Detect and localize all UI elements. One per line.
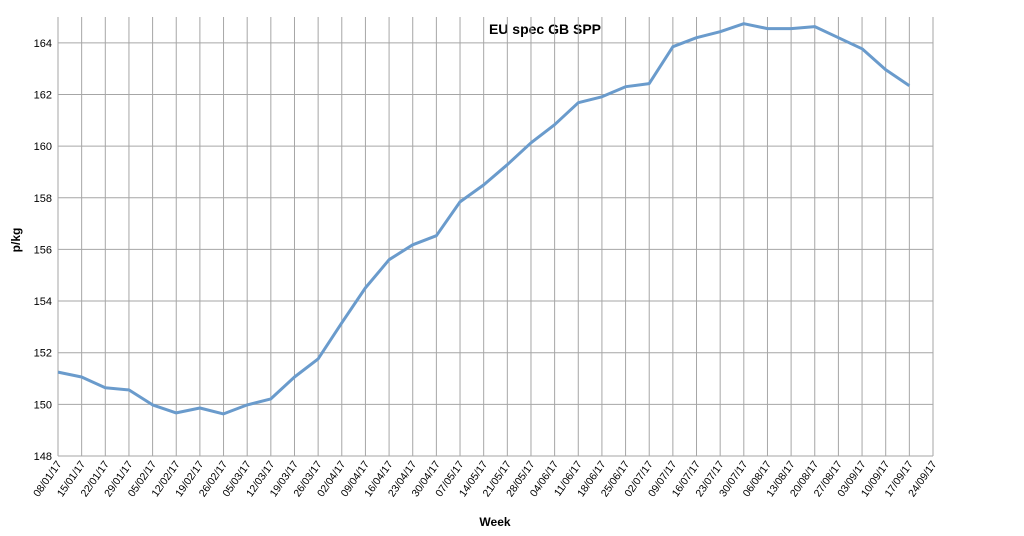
y-tick-label: 158: [34, 193, 52, 205]
y-axis-label: p/kg: [9, 228, 23, 253]
y-tick-label: 162: [34, 89, 52, 101]
y-tick-label: 156: [34, 244, 52, 256]
y-tick-label: 160: [34, 141, 52, 153]
y-tick-label: 164: [34, 38, 52, 50]
y-tick-label: 154: [34, 296, 52, 308]
y-tick-label: 148: [34, 451, 52, 463]
chart-title: EU spec GB SPP: [489, 21, 601, 37]
y-tick-label: 152: [34, 348, 52, 360]
y-tick-label: 150: [34, 399, 52, 411]
x-axis-label: Week: [479, 515, 510, 529]
data-line: [57, 22, 911, 416]
